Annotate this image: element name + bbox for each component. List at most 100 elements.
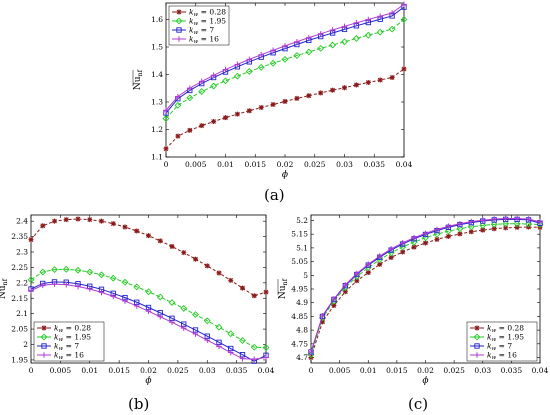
data-point <box>342 85 347 91</box>
data-point <box>198 88 206 95</box>
data-point <box>262 344 270 352</box>
data-point <box>401 1 407 8</box>
data-point <box>456 225 464 233</box>
data-point <box>187 127 193 133</box>
data-point <box>281 55 289 63</box>
data-point <box>245 68 253 75</box>
legend-label-main: k <box>487 333 492 342</box>
data-point <box>329 41 337 49</box>
legend-marker <box>41 343 47 349</box>
x-axis-label: ϕ <box>282 170 288 180</box>
data-point <box>216 270 222 276</box>
data-point <box>175 133 181 139</box>
data-point <box>306 93 312 99</box>
panel-label-c: (c) <box>408 395 429 413</box>
data-point <box>270 47 276 54</box>
legend-marker <box>40 333 48 341</box>
data-point <box>388 246 394 252</box>
y-tick-label: 4.9 <box>296 298 308 307</box>
y-tick-label: 2.1 <box>16 309 28 318</box>
data-point <box>162 115 170 122</box>
y-tick-label: 1.2 <box>151 125 163 134</box>
data-point <box>28 237 34 243</box>
y-axis-label: Nunf <box>278 278 289 299</box>
data-point <box>365 261 372 268</box>
panel-label-b: (b) <box>128 395 150 413</box>
legend-marker <box>176 36 182 42</box>
y-axis-label-main: Nu <box>133 76 143 90</box>
data-point <box>305 48 313 56</box>
y-tick-label: 2 <box>23 340 28 349</box>
data-point <box>87 217 93 223</box>
legend-label-value: = 16 <box>198 35 219 44</box>
data-point <box>168 299 176 307</box>
data-point <box>227 349 234 356</box>
data-point <box>63 217 69 223</box>
x-tick-label: 0.02 <box>417 366 434 375</box>
legend-label: kw = 0.28 <box>189 8 226 19</box>
data-point <box>204 263 210 269</box>
data-point <box>317 44 325 52</box>
y-tick-label: 2.4 <box>16 217 28 226</box>
data-point <box>341 23 348 30</box>
x-tick-label: 0.025 <box>304 160 326 169</box>
data-point <box>74 266 82 274</box>
data-point <box>282 98 288 104</box>
y-tick-label: 2.05 <box>11 325 28 334</box>
x-tick-label: 0.005 <box>185 160 207 169</box>
data-point <box>163 146 169 152</box>
x-tick-label: 0.015 <box>245 160 267 169</box>
data-point <box>294 95 300 101</box>
data-point <box>63 281 70 288</box>
y-tick-label: 1.3 <box>151 98 163 107</box>
y-axis-label-sub: nf <box>1 278 9 285</box>
data-point <box>62 265 70 273</box>
data-point <box>246 56 253 63</box>
legend-label: kw = 7 <box>189 26 214 37</box>
x-axis-label: ϕ <box>422 376 428 386</box>
legend-label-sub: w <box>492 355 497 361</box>
legend-label-main: k <box>54 324 59 333</box>
y-tick-label: 2.25 <box>11 263 28 272</box>
y-tick-label: 2.35 <box>11 232 28 241</box>
x-tick-label: 0.04 <box>258 366 275 375</box>
data-point <box>134 228 140 234</box>
data-point <box>133 283 141 291</box>
legend-label: kw = 16 <box>54 351 84 362</box>
data-point <box>317 31 324 37</box>
data-point <box>86 286 93 292</box>
data-point <box>250 343 258 351</box>
data-point <box>389 10 395 16</box>
legend-label: kw = 16 <box>487 351 517 362</box>
data-point <box>525 216 532 222</box>
y-tick-label: 1.4 <box>151 70 163 79</box>
data-point <box>365 270 371 276</box>
data-point <box>109 274 117 282</box>
data-point <box>490 220 498 228</box>
data-point <box>98 289 105 296</box>
x-tick-label: 0.015 <box>386 366 408 375</box>
data-point <box>445 233 451 239</box>
data-point <box>186 94 194 102</box>
legend-label-value: = 7 <box>198 26 214 35</box>
chart-panel-0: 0 0.005 0.01 0.015 0.02 0.025 0.03 0.035 0.04 1.1… <box>132 1 413 180</box>
legend-label-sub: w <box>59 346 64 352</box>
legend-label-main: k <box>189 17 194 26</box>
x-tick-label: 0.02 <box>140 366 157 375</box>
data-point <box>319 313 326 319</box>
data-point <box>341 38 348 46</box>
x-tick-label: 0.04 <box>532 366 549 375</box>
series-line <box>30 281 267 362</box>
data-point <box>389 75 395 81</box>
series-0 <box>28 216 269 299</box>
data-point <box>353 20 360 26</box>
y-tick-label: 1.95 <box>11 355 28 364</box>
y-tick-label: 2.2 <box>16 278 28 287</box>
data-point <box>75 283 81 290</box>
legend-label: kw = 7 <box>487 342 512 353</box>
y-tick-label: 4.95 <box>291 285 308 294</box>
y-tick-label: 2.3 <box>16 248 28 257</box>
legend-label: kw = 0.28 <box>54 324 91 335</box>
data-point <box>99 218 104 224</box>
